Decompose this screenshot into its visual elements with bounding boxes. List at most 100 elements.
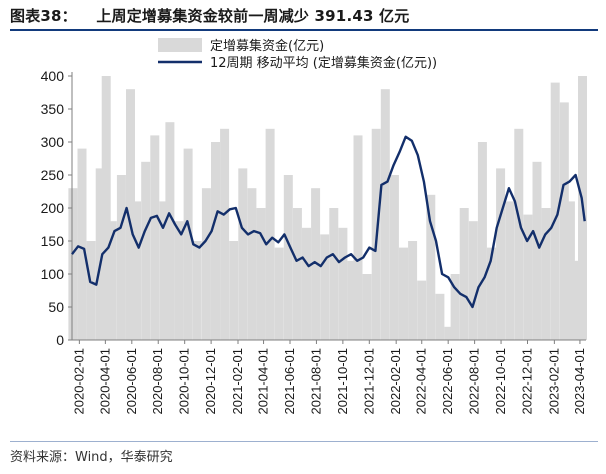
bar (211, 142, 220, 340)
y-tick-label: 0 (56, 332, 64, 348)
source-divider (10, 441, 598, 442)
y-tick-label: 200 (41, 200, 65, 216)
bar (496, 168, 506, 340)
bar (338, 227, 348, 340)
bar (126, 89, 135, 340)
bar (159, 201, 169, 340)
bar (247, 188, 257, 340)
bar (435, 293, 445, 340)
bar (150, 135, 160, 340)
bar (426, 194, 436, 340)
bar (347, 260, 357, 340)
y-tick-label: 150 (41, 233, 65, 249)
bar (238, 168, 248, 340)
bar (559, 102, 569, 341)
x-tick-label: 2020-04-01 (97, 348, 112, 415)
legend-label-line: 12周期 移动平均 (定增募集资金(亿元)) (210, 55, 437, 71)
bar (95, 168, 105, 340)
bar (487, 247, 496, 340)
bar (417, 280, 427, 340)
bar (408, 241, 418, 340)
bar (229, 241, 239, 340)
y-tick-label: 300 (41, 134, 65, 150)
bar (572, 260, 581, 340)
y-tick-label: 250 (41, 167, 65, 183)
bar (77, 148, 87, 340)
bar (174, 221, 184, 340)
bar (468, 221, 478, 340)
bar-series (68, 76, 587, 341)
source-note: 资料来源：Wind，华泰研究 (10, 450, 173, 465)
bar (459, 208, 469, 340)
title-divider (10, 29, 598, 31)
bar (256, 208, 266, 340)
bar (141, 161, 151, 340)
bar (399, 247, 408, 340)
bar (283, 175, 293, 340)
bar (505, 201, 515, 340)
x-tick-label: 2020-06-01 (124, 348, 139, 415)
axes: 0 50 100 150 200 250 300 350 400 2020-02-01 2020-0… (41, 68, 587, 415)
bar (380, 89, 390, 340)
bar (362, 274, 372, 340)
bar (444, 326, 454, 340)
bar (201, 188, 211, 340)
x-tick-label: 2023-04-01 (572, 348, 587, 415)
y-tick-label: 350 (41, 101, 65, 117)
bar (192, 241, 202, 340)
x-tick-label: 2020-12-01 (203, 348, 218, 415)
x-tick-label: 2022-04-01 (414, 348, 429, 415)
title-text: 上周定增募集资金较前一周减少 391.43 亿元 (96, 7, 410, 25)
x-tick-label: 2020-02-01 (71, 348, 86, 415)
bar (274, 247, 284, 340)
bar (329, 208, 339, 340)
y-tick-label: 50 (48, 299, 64, 315)
bar (220, 128, 230, 340)
bar (101, 76, 111, 340)
bar (302, 227, 311, 340)
x-tick-label: 2021-06-01 (282, 348, 297, 415)
legend-label-bar: 定增募集资金(亿元) (210, 38, 324, 54)
x-tick-label: 2021-02-01 (230, 348, 245, 415)
figure-number: 图表38： (10, 7, 77, 25)
x-tick-label: 2021-04-01 (256, 348, 271, 415)
bar (265, 128, 275, 340)
x-tick-label: 2022-12-01 (520, 348, 535, 415)
y-tick-label: 400 (41, 68, 65, 84)
bar (450, 274, 460, 340)
x-tick-label: 2021-10-01 (335, 348, 350, 415)
bar (550, 82, 560, 340)
bar (477, 142, 487, 340)
bar (565, 201, 575, 340)
bar (514, 128, 524, 340)
x-tick-label: 2020-08-01 (150, 348, 165, 415)
x-tick-label: 2022-08-01 (467, 348, 482, 415)
x-tick-label: 2022-06-01 (440, 348, 455, 415)
bar (107, 221, 117, 340)
legend-swatch-bar (158, 38, 202, 52)
bar (389, 175, 399, 340)
bar (320, 234, 330, 340)
x-tick-label: 2022-10-01 (493, 348, 508, 415)
bar (292, 208, 302, 340)
x-tick-label: 2023-02-01 (546, 348, 561, 415)
x-tick-label: 2020-10-01 (177, 348, 192, 415)
bar (532, 161, 542, 340)
bar (132, 201, 142, 340)
y-tick-label: 100 (41, 266, 65, 282)
x-tick-label: 2021-08-01 (308, 348, 323, 415)
chart-canvas: 0 50 100 150 200 250 300 350 400 2020-02-01 2020-0… (41, 38, 587, 415)
bar (86, 241, 96, 340)
x-tick-label: 2021-12-01 (361, 348, 376, 415)
legend: 定增募集资金(亿元)12周期 移动平均 (定增募集资金(亿元)) (158, 38, 437, 71)
x-tick-label: 2022-02-01 (388, 348, 403, 415)
bar (116, 175, 126, 340)
bar (183, 148, 193, 340)
bar (165, 122, 175, 340)
bar (541, 208, 551, 340)
moving-average-line (71, 135, 586, 309)
bar (353, 135, 363, 340)
chart-title: 图表38： 上周定增募集资金较前一周减少 391.43 亿元 (10, 5, 409, 26)
bar (68, 188, 78, 340)
moving-average-series (71, 135, 586, 309)
